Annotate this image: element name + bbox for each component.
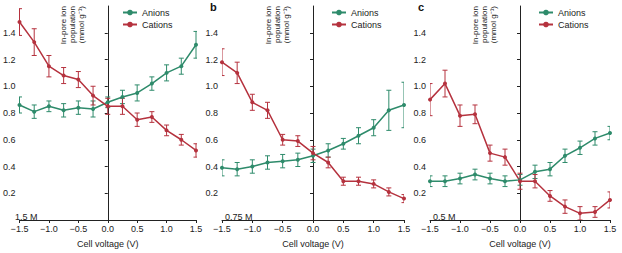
svg-text:−0.5: −0.5 [69,224,87,234]
svg-text:−1.0: −1.0 [451,224,469,234]
svg-text:population: population [480,6,489,43]
svg-text:1.4: 1.4 [3,28,16,38]
svg-text:1.2: 1.2 [205,55,218,65]
svg-text:Anions: Anions [142,8,170,18]
svg-text:0.4: 0.4 [205,162,218,172]
svg-text:Cell voltage (V): Cell voltage (V) [489,239,551,249]
svg-text:1.5: 1.5 [398,224,411,234]
svg-text:(mmol g⁻¹): (mmol g⁻¹) [282,6,291,44]
svg-text:0.5: 0.5 [131,224,144,234]
svg-text:0.0: 0.0 [307,224,320,234]
svg-text:1.4: 1.4 [413,28,426,38]
svg-text:population: population [68,6,77,43]
svg-text:Cell voltage (V): Cell voltage (V) [282,239,344,249]
svg-text:−0.5: −0.5 [481,224,499,234]
svg-text:−1.5: −1.5 [213,224,231,234]
svg-text:c: c [418,1,424,13]
svg-text:−1.0: −1.0 [40,224,58,234]
svg-text:0.2: 0.2 [413,188,426,198]
svg-text:1.0: 1.0 [413,81,426,91]
svg-text:Cations: Cations [558,20,589,30]
svg-text:1.5: 1.5 [190,224,203,234]
svg-text:0.8: 0.8 [413,108,426,118]
svg-text:Cations: Cations [351,20,382,30]
svg-text:1.0: 1.0 [367,224,380,234]
svg-text:−1.5: −1.5 [421,224,439,234]
svg-text:1.0: 1.0 [205,81,218,91]
svg-text:0.5 M: 0.5 M [433,211,456,222]
svg-text:1.2: 1.2 [413,55,426,65]
svg-text:1.4: 1.4 [205,28,218,38]
svg-text:−1.5: −1.5 [11,224,29,234]
svg-text:1.0: 1.0 [160,224,173,234]
svg-text:1.5 M: 1.5 M [15,211,38,222]
svg-text:In-pore ion: In-pore ion [264,6,273,44]
svg-text:1.5: 1.5 [604,224,617,234]
svg-text:0.6: 0.6 [3,135,16,145]
svg-text:0.5: 0.5 [544,224,557,234]
svg-text:0.0: 0.0 [514,224,527,234]
svg-text:0.0: 0.0 [101,224,114,234]
svg-text:Cations: Cations [142,20,173,30]
svg-text:In-pore ion: In-pore ion [471,6,480,44]
svg-text:0.4: 0.4 [413,162,426,172]
svg-text:1.0: 1.0 [574,224,587,234]
svg-text:Cell voltage (V): Cell voltage (V) [77,239,139,249]
svg-text:In-pore ion: In-pore ion [59,6,68,44]
svg-text:(mmol g⁻¹): (mmol g⁻¹) [489,6,498,44]
svg-text:Anions: Anions [351,8,379,18]
svg-text:−0.5: −0.5 [274,224,292,234]
svg-text:0.8: 0.8 [3,108,16,118]
svg-text:0.75 M: 0.75 M [225,211,253,222]
svg-text:b: b [210,1,217,13]
svg-text:(mmol g⁻¹): (mmol g⁻¹) [77,6,86,44]
svg-text:1.2: 1.2 [3,55,16,65]
svg-text:population: population [273,6,282,43]
svg-text:0.6: 0.6 [413,135,426,145]
svg-text:0.2: 0.2 [3,188,16,198]
svg-text:0.6: 0.6 [205,135,218,145]
svg-text:0.5: 0.5 [337,224,350,234]
svg-text:0.8: 0.8 [205,108,218,118]
svg-text:−1.0: −1.0 [243,224,261,234]
svg-text:1.0: 1.0 [3,81,16,91]
svg-text:0.4: 0.4 [3,162,16,172]
svg-text:0.2: 0.2 [205,188,218,198]
svg-text:Anions: Anions [558,8,586,18]
